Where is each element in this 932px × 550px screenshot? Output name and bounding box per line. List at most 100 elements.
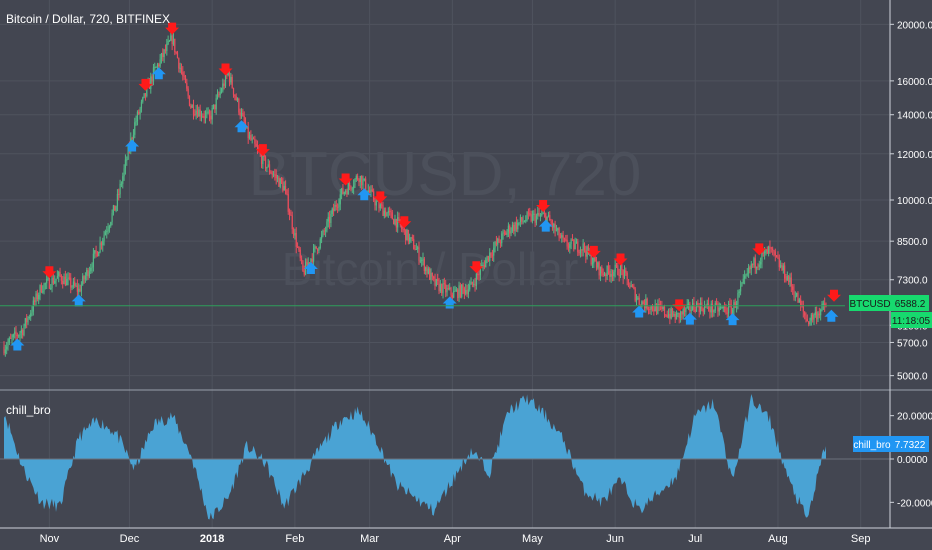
candle-body: [60, 275, 62, 281]
candle-body: [338, 204, 340, 208]
candle-body: [202, 116, 204, 118]
sell-arrow-icon: [469, 261, 484, 274]
candle-body: [618, 274, 620, 277]
time-label: 2018: [200, 533, 224, 545]
candle-body: [172, 38, 175, 45]
buy-arrow-icon: [538, 219, 553, 232]
candle-body: [661, 306, 663, 310]
candle-body: [114, 205, 116, 211]
candle-body: [758, 264, 760, 267]
candle-body: [171, 35, 173, 45]
candle-body: [764, 251, 766, 254]
oscillator-scale[interactable]: 20.0000 0.0000 -20.0000: [890, 412, 932, 510]
candle-body: [453, 290, 455, 298]
candle-body: [804, 311, 806, 316]
candle-body: [393, 219, 395, 225]
candle-body: [489, 252, 491, 261]
candle-body: [188, 95, 191, 106]
candle-body: [355, 176, 357, 180]
candle-body: [28, 316, 30, 318]
candle-body: [326, 221, 328, 231]
candle-body: [694, 309, 696, 312]
candle-body: [562, 235, 564, 239]
candle-body: [124, 159, 127, 169]
candle-body: [127, 146, 129, 160]
candle-body: [545, 213, 547, 222]
candle-body: [793, 289, 795, 297]
candle-body: [437, 279, 439, 282]
candle-body: [51, 277, 53, 288]
candle-body: [99, 242, 101, 253]
candle-body: [90, 267, 92, 272]
candle-body: [163, 49, 165, 58]
candle-body: [794, 296, 796, 298]
time-axis[interactable]: Nov Dec 2018 Feb Mar Apr May Jun Jul Aug Sep: [40, 533, 871, 545]
sell-arrow-icon: [827, 289, 842, 302]
candle-body: [789, 277, 791, 282]
symbol-title[interactable]: Bitcoin / Dollar, 720, BITFINEX: [6, 12, 170, 26]
price-tick-label: 5000.0: [897, 372, 928, 383]
candle-body: [262, 154, 264, 165]
candle-body: [250, 135, 252, 140]
oscillator-tick-label: -20.0000: [897, 498, 932, 509]
price-tick-label: 12000.0: [897, 150, 932, 161]
candle-body: [387, 210, 389, 213]
candle-body: [593, 257, 595, 264]
candle-body: [756, 266, 758, 269]
candle-body: [174, 38, 176, 53]
candle-body: [606, 265, 608, 277]
candle-body: [709, 309, 711, 313]
candle-body: [813, 315, 815, 320]
candle-body: [151, 76, 153, 82]
candle-body: [135, 121, 137, 123]
candle-body: [757, 266, 759, 268]
candle-body: [429, 268, 431, 280]
candle-body: [341, 188, 343, 195]
candle-body: [108, 226, 111, 229]
candle-body: [208, 111, 211, 116]
candle-body: [565, 239, 567, 241]
candle-body: [119, 183, 121, 195]
candle-body: [462, 284, 464, 289]
sell-arrow-icon: [338, 173, 353, 186]
candle-body: [459, 285, 461, 297]
oscillator-name-badge-label: chill_bro: [853, 440, 891, 451]
candle-body: [521, 217, 523, 222]
candle-body: [748, 267, 750, 274]
candle-body: [115, 206, 117, 211]
candle-body: [443, 283, 445, 285]
candle-body: [578, 252, 580, 254]
buy-arrow-icon: [632, 305, 647, 318]
candle-body: [357, 176, 359, 180]
candle-body: [461, 284, 463, 297]
candle-body: [191, 104, 193, 108]
candle-body: [110, 222, 112, 227]
candle-body: [394, 218, 396, 225]
countdown-badge: [891, 312, 932, 328]
candle-body: [561, 235, 563, 238]
candle-body: [382, 205, 384, 216]
candle-body: [136, 111, 139, 122]
candle-body: [403, 229, 405, 231]
candle-body: [59, 272, 61, 276]
candle-body: [477, 273, 479, 275]
candle-body: [542, 212, 544, 214]
candle-body: [306, 261, 308, 266]
candle-body: [254, 138, 256, 144]
candle-body: [674, 313, 676, 320]
candle-body: [180, 67, 183, 73]
candle-body: [367, 190, 369, 193]
candle-body: [630, 285, 632, 287]
candle-body: [549, 215, 551, 221]
price-scale[interactable]: 20000.0 16000.0 14000.0 12000.0 10000.0 8500.…: [890, 20, 932, 383]
candle-body: [610, 274, 612, 277]
candle-body: [94, 250, 96, 254]
candle-body: [614, 264, 616, 272]
oscillator-title[interactable]: chill_bro: [6, 403, 51, 417]
candle-body: [103, 235, 105, 241]
candle-body: [503, 232, 506, 234]
candle-body: [800, 299, 802, 306]
candle-body: [417, 247, 419, 249]
candle-body: [681, 311, 683, 315]
